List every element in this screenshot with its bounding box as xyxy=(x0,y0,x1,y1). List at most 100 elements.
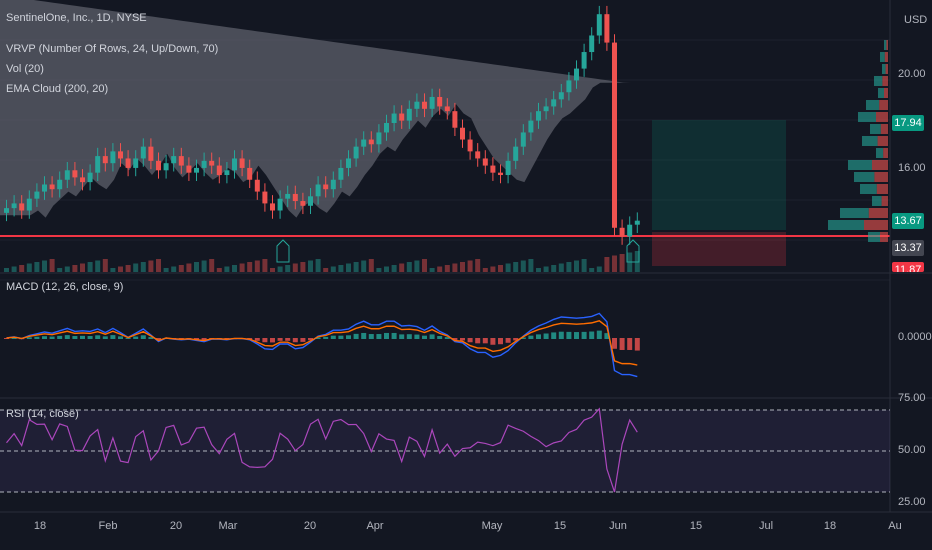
price-badge-high: 17.94 xyxy=(892,115,924,131)
macd-histogram-bar xyxy=(300,338,306,342)
volume-bar xyxy=(308,260,313,272)
volume-bar xyxy=(346,263,351,272)
candle-body xyxy=(566,80,572,93)
signal-line xyxy=(6,320,638,366)
candle-body xyxy=(551,99,557,107)
candle-body xyxy=(277,198,283,211)
candle-body xyxy=(247,167,253,180)
volume-bar xyxy=(368,259,374,272)
macd-histogram-bar xyxy=(498,338,503,345)
volume-bar xyxy=(194,262,199,272)
macd-histogram-bar xyxy=(338,335,344,339)
macd-histogram-bar xyxy=(399,334,405,339)
volume-bar xyxy=(429,268,435,272)
candle-body xyxy=(254,179,260,192)
volume-profile-bar xyxy=(884,52,888,62)
macd-histogram-bar xyxy=(34,336,40,339)
macd-histogram-bar xyxy=(574,332,579,339)
candle-body xyxy=(543,106,549,112)
macd-line xyxy=(6,312,638,378)
candle-body xyxy=(87,172,93,183)
indicator-vol-label[interactable]: Vol (20) xyxy=(6,63,44,75)
volume-bar xyxy=(315,259,321,272)
volume-bar xyxy=(422,259,427,272)
volume-bar xyxy=(186,263,192,272)
volume-bar xyxy=(178,265,184,272)
volume-bar xyxy=(4,268,9,272)
price-badge-last-text: 13.67 xyxy=(894,215,922,227)
macd-histogram-bar xyxy=(102,336,108,339)
volume-bar xyxy=(277,266,283,272)
candle-body xyxy=(581,52,587,69)
macd-histogram-bar xyxy=(353,333,359,339)
volume-profile-bar xyxy=(881,196,888,206)
candle-body xyxy=(467,139,473,152)
volume-bar xyxy=(619,254,625,272)
volume-bar xyxy=(270,268,275,272)
candle-body xyxy=(323,184,329,190)
volume-bar xyxy=(490,266,496,272)
candle-body xyxy=(4,208,9,213)
volume-bar xyxy=(11,266,17,272)
candle-body xyxy=(140,146,146,159)
macd-histogram-bar xyxy=(140,335,146,339)
volume-profile-bar xyxy=(828,220,864,230)
indicator-vrvp-label[interactable]: VRVP (Number Of Rows, 24, Up/Down, 70) xyxy=(6,43,219,55)
macd-histogram-bar xyxy=(513,338,519,341)
volume-bar xyxy=(133,263,139,272)
macd-histogram-bar xyxy=(414,334,420,339)
x-label: Mar xyxy=(218,520,238,532)
candle-body xyxy=(520,132,526,147)
volume-bar xyxy=(353,262,359,272)
candle-body xyxy=(156,160,161,171)
candle-body xyxy=(482,158,488,166)
macd-histogram-bar xyxy=(346,335,351,339)
candle-body xyxy=(422,101,427,109)
volume-profile-bar xyxy=(870,124,881,134)
volume-bar xyxy=(80,263,85,272)
volume-bar xyxy=(566,262,572,272)
rsi-label[interactable]: RSI (14, close) xyxy=(6,408,79,420)
macd-histogram-bar xyxy=(612,338,617,349)
candle-body xyxy=(338,167,344,180)
candle-body xyxy=(368,139,374,145)
macd-histogram-bar xyxy=(118,336,123,339)
volume-profile-bar xyxy=(878,88,884,98)
volume-profile-bar xyxy=(854,172,875,182)
candle-body xyxy=(391,113,397,123)
rsi-tick-50: 50.00 xyxy=(898,444,926,456)
candle-body xyxy=(498,172,503,176)
macd-histogram-bar xyxy=(125,337,131,339)
volume-profile-bar xyxy=(883,148,888,158)
candle-body xyxy=(262,191,268,204)
candle-body xyxy=(11,203,17,209)
x-label: Jun xyxy=(609,520,627,532)
volume-bar xyxy=(406,262,412,272)
candle-body xyxy=(444,106,450,112)
macd-histogram-bar xyxy=(482,338,488,344)
candle-body xyxy=(399,113,405,121)
macd-label[interactable]: MACD (12, 26, close, 9) xyxy=(6,281,124,293)
volume-bar xyxy=(536,268,541,272)
volume-profile-bar xyxy=(882,64,886,74)
volume-bar xyxy=(460,262,465,272)
macd-histogram-bar xyxy=(292,338,298,343)
volume-profile-bar xyxy=(882,76,888,86)
macd-histogram-bar xyxy=(467,338,473,343)
indicator-ema-cloud-label[interactable]: EMA Cloud (200, 20) xyxy=(6,83,109,95)
candle-body xyxy=(513,146,519,161)
macd-histogram-bar xyxy=(460,338,465,341)
candle-body xyxy=(125,158,131,168)
candle-body xyxy=(178,156,184,166)
volume-bar xyxy=(87,262,93,272)
macd-histogram-bar xyxy=(422,335,427,339)
candle-body xyxy=(384,122,389,133)
candle-body xyxy=(163,163,169,171)
candle-body xyxy=(574,68,579,81)
macd-histogram-bar xyxy=(437,336,443,339)
volume-bar xyxy=(102,259,108,272)
volume-bar xyxy=(232,265,237,272)
macd-histogram-bar xyxy=(490,338,496,345)
volume-profile-bar xyxy=(884,40,887,50)
